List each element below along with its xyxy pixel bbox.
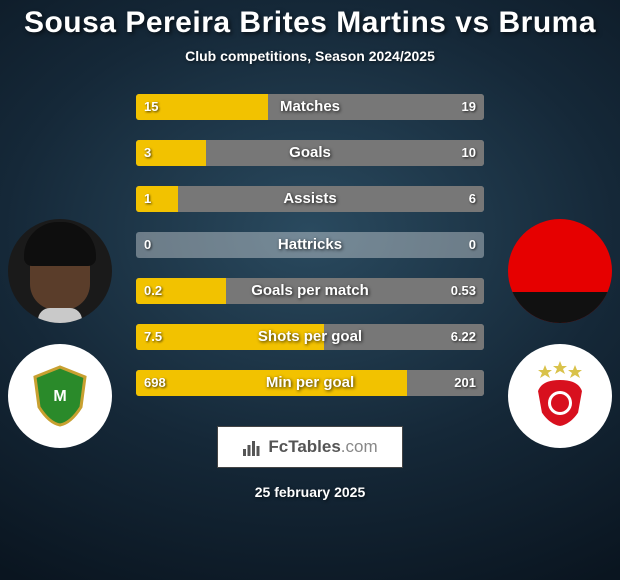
stat-value-right: 0.53 [451,278,476,304]
bar-right-fill [178,186,484,212]
stats-area: M 1519Matches310Goals16Assists00Hattrick… [0,94,620,414]
stat-value-left: 0.2 [144,278,162,304]
brand-name: FcTables [268,437,340,456]
player-face-placeholder [30,236,90,310]
subtitle: Club competitions, Season 2024/2025 [185,48,435,64]
stat-value-left: 3 [144,140,151,166]
stat-row: 7.56.22Shots per goal [136,324,484,350]
player-left-avatar [8,219,112,323]
brand-box: FcTables.com [217,426,402,468]
page-title: Sousa Pereira Brites Martins vs Bruma [24,6,596,40]
brand-domain: .com [341,437,378,456]
stat-row: 16Assists [136,186,484,212]
stat-value-left: 7.5 [144,324,162,350]
stat-value-left: 1 [144,186,151,212]
stat-value-left: 698 [144,370,166,396]
stat-value-left: 0 [144,232,151,258]
stat-row: 698201Min per goal [136,370,484,396]
stat-value-right: 10 [462,140,476,166]
bar-track [136,232,484,258]
brand-bars-icon [242,437,262,457]
stat-row: 00Hattricks [136,232,484,258]
bar-left-fill [136,370,407,396]
svg-text:M: M [53,388,66,405]
bar-right-fill [268,94,484,120]
club-right-crest-icon [521,357,599,435]
date-text: 25 february 2025 [255,484,366,500]
bar-left-fill [136,324,324,350]
club-right-badge [508,344,612,448]
stat-row: 310Goals [136,140,484,166]
stat-value-right: 6.22 [451,324,476,350]
stat-value-left: 15 [144,94,158,120]
bar-right-fill [206,140,484,166]
bar-left-fill [136,186,178,212]
player-right-avatar [508,219,612,323]
stat-row: 0.20.53Goals per match [136,278,484,304]
comparison-card: Sousa Pereira Brites Martins vs Bruma Cl… [0,0,620,580]
club-left-badge: M [8,344,112,448]
stat-value-right: 19 [462,94,476,120]
stat-row: 1519Matches [136,94,484,120]
club-left-crest-icon: M [25,361,95,431]
stat-value-right: 201 [454,370,476,396]
bar-right-fill [226,278,484,304]
brand-text: FcTables.com [268,437,377,457]
stat-bars: 1519Matches310Goals16Assists00Hattricks0… [136,94,484,416]
stat-value-right: 6 [469,186,476,212]
stat-value-right: 0 [469,232,476,258]
